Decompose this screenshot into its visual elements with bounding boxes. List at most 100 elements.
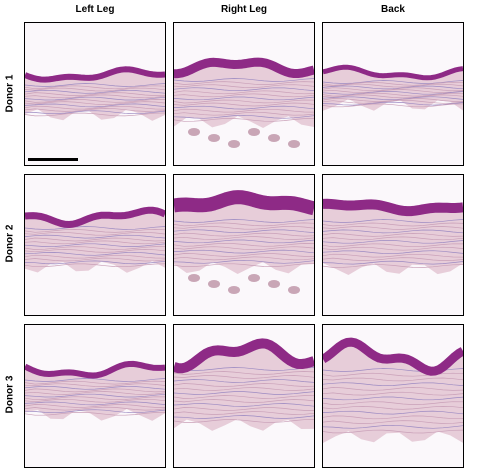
- dermis-fiber: [25, 99, 165, 103]
- tissue-fragment: [228, 286, 240, 294]
- donor-3-back-image: [322, 324, 464, 468]
- dermis-fiber: [174, 375, 314, 379]
- dermis-fiber: [25, 260, 165, 265]
- dermis-fiber: [323, 229, 463, 234]
- dermis-fiber: [25, 101, 165, 105]
- dermis-fiber: [323, 226, 463, 230]
- tissue-fragment: [288, 286, 300, 294]
- dermis-fiber: [323, 387, 463, 391]
- dermis-fiber: [174, 379, 314, 383]
- dermis-fiber: [174, 99, 314, 104]
- dermis-fiber: [25, 87, 165, 92]
- dermis-fiber: [25, 243, 165, 247]
- dermis-fiber: [174, 90, 314, 95]
- dermis-fiber: [323, 424, 463, 429]
- dermis-fiber: [323, 401, 463, 405]
- tissue-fragment: [288, 140, 300, 148]
- dermis-fiber: [25, 240, 165, 245]
- dermis-fiber: [25, 83, 165, 87]
- dermis-fiber: [174, 219, 314, 223]
- tissue-fragment: [208, 134, 220, 142]
- dermis-fiber: [174, 111, 314, 116]
- dermis-fiber: [323, 103, 463, 108]
- micrograph: [25, 206, 165, 273]
- micrograph: [174, 190, 314, 294]
- dermis-fiber: [25, 406, 165, 411]
- epidermis-layer: [323, 64, 463, 81]
- dermis-fiber: [25, 401, 165, 406]
- dermis-fiber: [323, 415, 463, 420]
- dermis-fiber: [323, 246, 463, 251]
- dermis-fiber: [25, 263, 165, 268]
- dermis-fiber: [25, 234, 165, 239]
- dermis-fiber: [174, 419, 314, 423]
- dermis-fiber: [323, 382, 463, 387]
- dermis-fiber: [25, 257, 165, 262]
- dermis-fiber: [25, 411, 165, 416]
- dermis-fiber: [323, 96, 463, 101]
- dermis-fiber: [323, 240, 463, 244]
- epidermis-layer: [25, 66, 165, 83]
- dermis-fiber: [25, 409, 165, 414]
- dermis-fiber: [323, 420, 463, 424]
- column-label-back: Back: [381, 4, 405, 15]
- epidermis-layer: [174, 190, 314, 216]
- dermis-fiber: [25, 112, 165, 117]
- tissue-fragment: [228, 140, 240, 148]
- dermis-fiber: [25, 249, 165, 253]
- dermis-fiber: [25, 96, 165, 101]
- tissue-fragment: [208, 280, 220, 288]
- micrograph: [25, 66, 165, 121]
- dermis-fiber: [174, 411, 314, 415]
- scale-bar: [28, 158, 78, 161]
- tissue-fragment: [268, 134, 280, 142]
- dermis-fiber: [323, 85, 463, 90]
- dermis-fiber: [174, 407, 314, 411]
- dermis-fiber: [174, 391, 314, 395]
- dermis-fiber: [323, 377, 463, 382]
- dermis-fiber: [323, 94, 463, 99]
- epidermis-layer: [25, 206, 165, 228]
- dermis-fiber: [25, 231, 165, 236]
- dermis-fiber: [174, 236, 314, 240]
- dermis-fiber: [25, 254, 165, 259]
- dermis-fiber: [25, 383, 165, 387]
- dermis-fiber: [323, 101, 463, 106]
- dermis-layer: [323, 203, 463, 275]
- dermis-fiber: [323, 250, 463, 255]
- dermis-fiber: [174, 415, 314, 419]
- dermis-layer: [174, 197, 314, 274]
- donor-2-back-image: [322, 174, 464, 316]
- dermis-fiber: [323, 91, 463, 95]
- dermis-fiber: [323, 98, 463, 102]
- dermis-fiber: [25, 246, 165, 250]
- dermis-fiber: [25, 391, 165, 395]
- dermis-fiber: [174, 387, 314, 391]
- dermis-fiber: [25, 92, 165, 96]
- dermis-fiber: [25, 396, 165, 401]
- dermis-fiber: [25, 226, 165, 230]
- dermis-fiber: [174, 229, 314, 234]
- dermis-fiber: [25, 251, 165, 256]
- dermis-fiber: [323, 219, 463, 223]
- dermis-fiber: [25, 404, 165, 408]
- donor-2-left-leg-image: [24, 174, 166, 316]
- donor-3-left-leg-image: [24, 324, 166, 468]
- dermis-layer: [174, 62, 314, 128]
- dermis-fiber: [174, 96, 314, 101]
- column-label-left-leg: Left Leg: [75, 4, 115, 15]
- dermis-fiber: [323, 260, 463, 265]
- dermis-fiber: [25, 110, 165, 115]
- dermis-fiber: [25, 388, 165, 393]
- dermis-fiber: [174, 118, 314, 122]
- dermis-fiber: [174, 93, 314, 98]
- dermis-fiber: [174, 105, 314, 110]
- dermis-fiber: [25, 378, 165, 382]
- dermis-fiber: [323, 253, 463, 258]
- donor-2-right-leg-image: [173, 174, 315, 316]
- dermis-layer: [25, 363, 165, 421]
- tissue-fragment: [188, 274, 200, 282]
- dermis-fiber: [25, 108, 165, 112]
- tissue-fragment: [268, 280, 280, 288]
- dermis-fiber: [174, 253, 314, 257]
